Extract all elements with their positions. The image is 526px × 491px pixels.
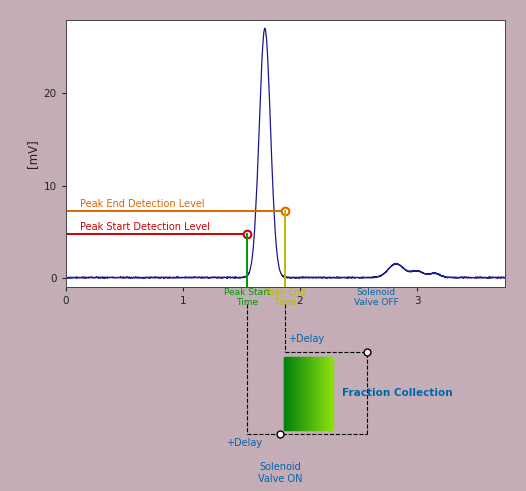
Bar [302,356,304,430]
Bar [298,356,299,430]
Y-axis label: [mV]: [mV] [26,139,39,168]
Bar [297,356,298,430]
Bar [314,356,315,430]
Bar [299,356,300,430]
Text: Peak Start
Time: Peak Start Time [224,288,270,307]
Bar [319,356,320,430]
Bar [323,356,324,430]
Bar [320,356,321,430]
Bar [309,356,310,430]
Bar [308,356,309,430]
Bar [312,356,313,430]
Text: Solenoid
Valve OFF: Solenoid Valve OFF [354,288,398,307]
Bar [332,356,333,430]
Bar [295,356,296,430]
Bar [306,356,307,430]
Text: Fraction Collection: Fraction Collection [341,388,452,398]
Bar [316,356,317,430]
Bar [290,356,291,430]
Bar [289,356,290,430]
Bar [317,356,318,430]
Bar [304,356,305,430]
Bar [315,356,316,430]
Bar [291,356,292,430]
Bar [301,356,302,430]
Bar [324,356,325,430]
Text: +Delay: +Delay [226,438,262,448]
Bar [330,356,331,430]
Bar [294,356,295,430]
Text: Peak End Detection Level: Peak End Detection Level [80,199,205,209]
Text: Peak Start Detection Level: Peak Start Detection Level [80,222,210,232]
Text: Solenoid
Valve ON: Solenoid Valve ON [258,463,302,484]
Bar [287,356,288,430]
Bar [329,356,330,430]
Bar [325,356,326,430]
Bar [288,356,289,430]
Bar [331,356,332,430]
Bar [305,356,306,430]
Bar [296,356,297,430]
Bar [286,356,287,430]
Bar [310,356,311,430]
Bar [285,356,286,430]
Bar [307,356,308,430]
Bar [321,356,322,430]
Bar [292,356,294,430]
Text: +Delay: +Delay [288,334,324,344]
Text: Peak End
Time: Peak End Time [264,288,306,307]
Bar [327,356,328,430]
Bar [322,356,323,430]
Bar [300,356,301,430]
Bar [326,356,327,430]
Bar [284,356,285,430]
Bar [328,356,329,430]
Bar [313,356,314,430]
Bar [318,356,319,430]
Bar [311,356,312,430]
